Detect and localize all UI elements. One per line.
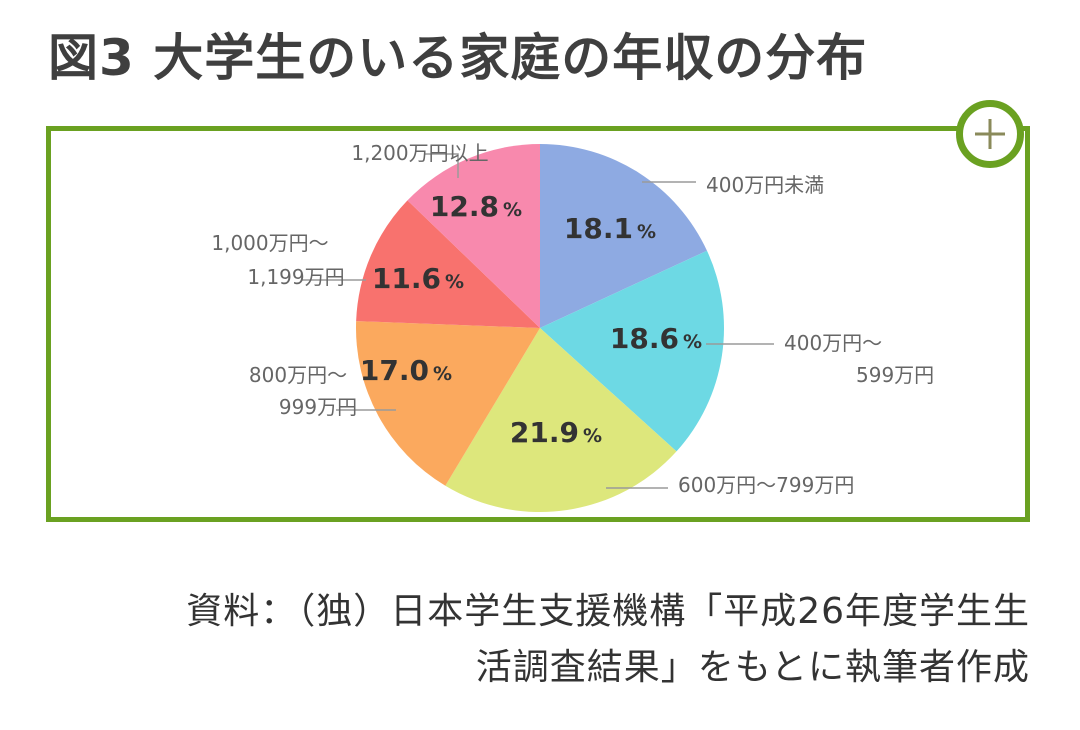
slice-category-label: 600万円～799万円 [678, 473, 854, 497]
slice-category-label: 800万円～ [249, 363, 347, 387]
pie-slice [540, 144, 707, 328]
pie-slice [540, 250, 725, 452]
slice-category-label: 999万円 [279, 395, 357, 419]
slice-value-label: 21.9% [510, 416, 602, 449]
pie-chart: 18.1 % 400万円未満 18.6% 400万円～ 599万円 21.9 % 600万円～7… [211, 141, 934, 512]
slice-category-label: 1,199万円 [247, 265, 344, 289]
leader-line [424, 153, 459, 178]
pie-slice [355, 321, 540, 486]
slice-category-label: 1,200万円以上 [351, 141, 488, 165]
slice-value-label: 12.8% [430, 190, 522, 223]
caption-line-1: 資料：（独）日本学生支援機構「平成26年度学生生 [186, 591, 1030, 632]
pie-slice [445, 328, 677, 512]
page-title: 図3 大学生のいる家庭の年収の分布 [48, 29, 868, 87]
slice-category-label: 599万円 [856, 363, 934, 387]
slice-category-label: 400万円～ [784, 331, 882, 355]
slice-category-label: 1,000万円～ [211, 231, 328, 255]
slice-value-label: 11.6% [372, 262, 464, 295]
expand-button[interactable] [956, 100, 1024, 168]
pie-slice [407, 144, 540, 328]
slice-value-label: 17.0% [360, 354, 452, 387]
caption-line-2: 活調査結果」をもとに執筆者作成 [475, 647, 1030, 688]
slice-category-label: 400万円未満 [706, 173, 824, 197]
plus-icon [975, 119, 1005, 149]
slice-value-label: 18.1% [564, 212, 656, 245]
slice-value-label: 18.6% [610, 322, 702, 355]
pie-slice [356, 200, 540, 328]
source-caption: 資料：（独）日本学生支援機構「平成26年度学生生 活調査結果」をもとに執筆者作成 [50, 584, 1030, 696]
